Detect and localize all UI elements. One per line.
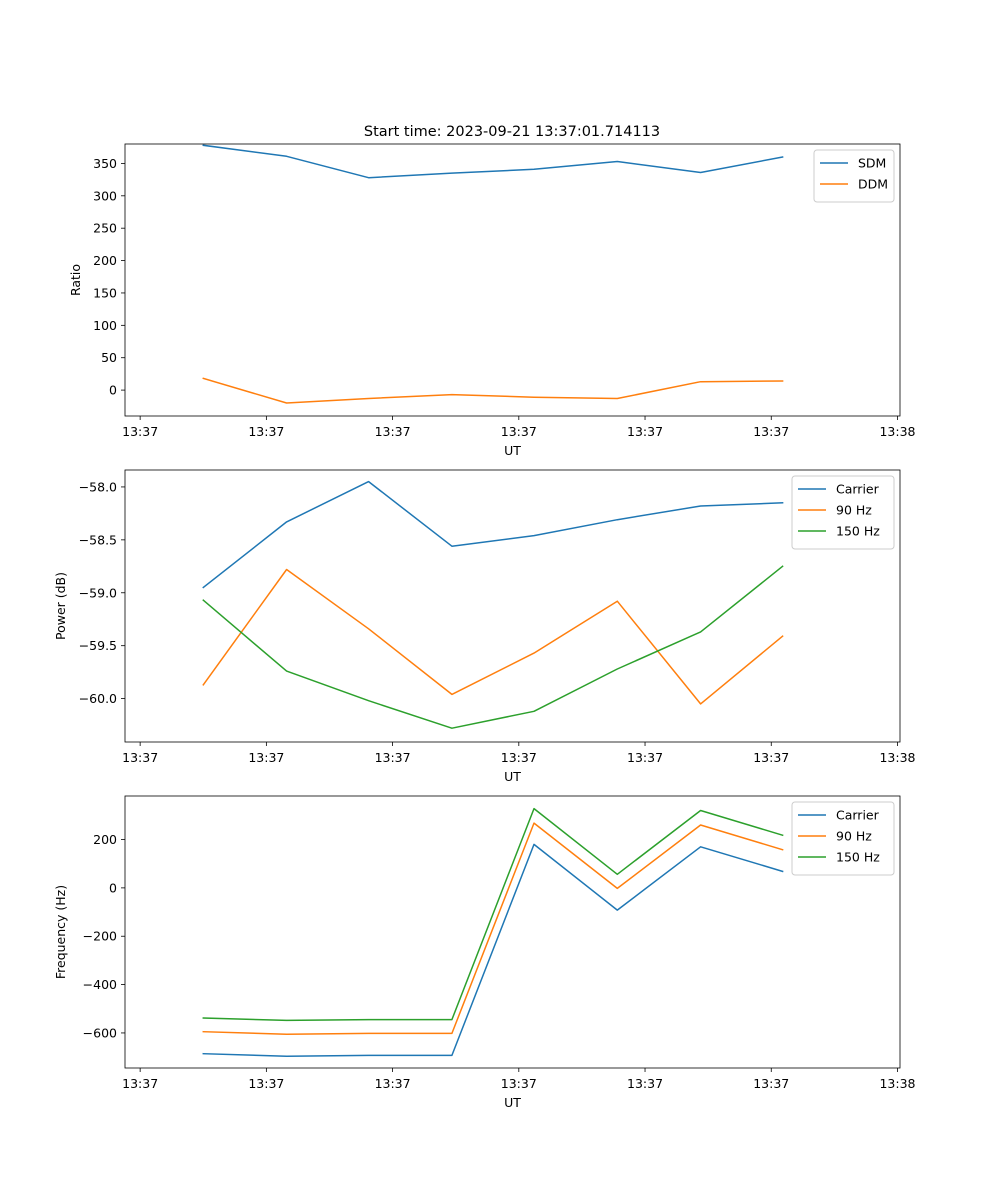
y-tick-label: 0 bbox=[109, 383, 117, 398]
series-line-90-hz bbox=[202, 822, 784, 1035]
x-tick-label: 13:37 bbox=[375, 424, 411, 439]
y-tick-label: −400 bbox=[83, 977, 117, 992]
y-tick-label: 350 bbox=[93, 156, 117, 171]
y-tick-label: 200 bbox=[93, 832, 117, 847]
y-tick-label: −59.0 bbox=[79, 585, 117, 600]
x-tick-label: 13:37 bbox=[627, 1076, 663, 1091]
x-tick-label: 13:37 bbox=[627, 750, 663, 765]
x-tick-label: 13:38 bbox=[879, 750, 915, 765]
x-tick-label: 13:37 bbox=[501, 750, 537, 765]
x-tick-label: 13:38 bbox=[879, 424, 915, 439]
y-tick-label: 150 bbox=[93, 285, 117, 300]
y-axis-label: Power (dB) bbox=[53, 572, 68, 640]
ratio-subplot: 13:37 13:37 13:37 13:37 13:37 13:37 13:38 0 50 10… bbox=[68, 143, 916, 458]
x-axis-label: UT bbox=[504, 769, 521, 784]
series-line-90-hz bbox=[202, 568, 784, 705]
y-tick-label: 200 bbox=[93, 253, 117, 268]
x-tick-label: 13:37 bbox=[122, 424, 158, 439]
frequency-subplot: 13:37 13:37 13:37 13:37 13:37 13:37 13:38 −600 −… bbox=[53, 795, 916, 1110]
x-tick-label: 13:37 bbox=[753, 750, 789, 765]
y-tick-label: 100 bbox=[93, 318, 117, 333]
legend-label: DDM bbox=[858, 177, 888, 192]
y-tick-label: −58.5 bbox=[79, 532, 117, 547]
series-line-carrier bbox=[202, 480, 784, 589]
plot-frame bbox=[124, 795, 901, 1069]
series-line-carrier bbox=[202, 843, 784, 1057]
legend-label: SDM bbox=[858, 156, 886, 171]
x-tick-label: 13:38 bbox=[879, 1076, 915, 1091]
x-tick-label: 13:37 bbox=[375, 1076, 411, 1091]
x-tick-label: 13:37 bbox=[753, 424, 789, 439]
series-line-sdm bbox=[202, 144, 784, 179]
plot-frame bbox=[124, 143, 901, 417]
x-tick-label: 13:37 bbox=[753, 1076, 789, 1091]
y-tick-label: −59.5 bbox=[79, 638, 117, 653]
y-tick-label: 250 bbox=[93, 221, 117, 236]
power-subplot: 13:37 13:37 13:37 13:37 13:37 13:37 13:38 −60.0… bbox=[53, 469, 916, 784]
x-tick-label: 13:37 bbox=[248, 1076, 284, 1091]
x-tick-label: 13:37 bbox=[501, 1076, 537, 1091]
x-tick-label: 13:37 bbox=[248, 424, 284, 439]
legend: Carrier 90 Hz 150 Hz bbox=[791, 475, 895, 550]
series-line-150-hz bbox=[202, 807, 784, 1022]
y-tick-label: −58.0 bbox=[79, 479, 117, 494]
y-tick-label: −600 bbox=[83, 1025, 117, 1040]
x-tick-label: 13:37 bbox=[122, 750, 158, 765]
y-tick-label: −60.0 bbox=[79, 691, 117, 706]
x-tick-label: 13:37 bbox=[248, 750, 284, 765]
legend-label: Carrier bbox=[836, 482, 880, 497]
y-tick-label: −200 bbox=[83, 929, 117, 944]
legend-label: 90 Hz bbox=[836, 503, 872, 518]
y-axis-label: Frequency (Hz) bbox=[53, 885, 68, 979]
legend-label: 150 Hz bbox=[836, 524, 880, 539]
legend: SDM DDM bbox=[813, 149, 895, 203]
chart-title: Start time: 2023-09-21 13:37:01.714113 bbox=[364, 124, 660, 140]
series-line-150-hz bbox=[202, 565, 784, 729]
legend-label: 90 Hz bbox=[836, 829, 872, 844]
x-axis-label: UT bbox=[504, 443, 521, 458]
x-tick-label: 13:37 bbox=[375, 750, 411, 765]
x-tick-label: 13:37 bbox=[627, 424, 663, 439]
y-tick-label: 0 bbox=[109, 880, 117, 895]
x-tick-label: 13:37 bbox=[122, 1076, 158, 1091]
y-tick-label: 50 bbox=[101, 350, 117, 365]
plot-frame bbox=[124, 469, 901, 743]
legend-label: 150 Hz bbox=[836, 850, 880, 865]
x-axis-label: UT bbox=[504, 1095, 521, 1110]
legend: Carrier 90 Hz 150 Hz bbox=[791, 801, 895, 876]
y-tick-label: 300 bbox=[93, 188, 117, 203]
series-line-ddm bbox=[202, 377, 784, 404]
x-tick-label: 13:37 bbox=[501, 424, 537, 439]
y-axis-label: Ratio bbox=[68, 264, 83, 296]
legend-label: Carrier bbox=[836, 808, 880, 823]
